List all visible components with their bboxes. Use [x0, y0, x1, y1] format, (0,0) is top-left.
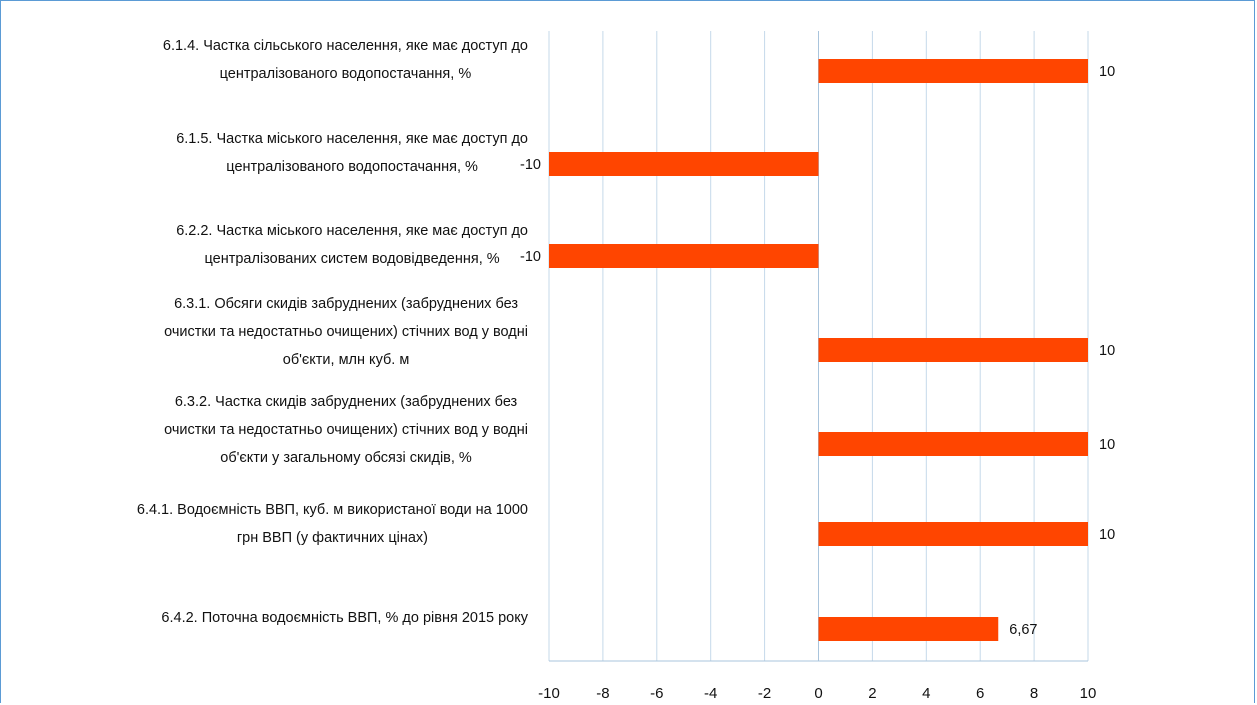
bar — [818, 617, 999, 641]
data-label: 10 — [1099, 343, 1115, 359]
data-label: -10 — [520, 157, 541, 173]
data-label: 10 — [1099, 437, 1115, 453]
category-label: 6.4.2. Поточна водоємність ВВП, % до рів… — [161, 610, 528, 626]
category-label-line: 6.4.2. Поточна водоємність ВВП, % до рів… — [161, 610, 528, 626]
x-tick-label: 0 — [814, 685, 822, 702]
category-label-line: 6.4.1. Водоємність ВВП, куб. м використа… — [137, 502, 528, 518]
category-label-line: очистки та недостатньо очищених) стічних… — [164, 422, 528, 438]
bars — [549, 59, 1088, 641]
value-labels: 10 -10 -10 10 10 10 6,67 — [520, 64, 1115, 638]
bar — [818, 59, 1088, 83]
category-label-line: 6.3.1. Обсяги скидів забруднених (забруд… — [174, 296, 518, 312]
data-label: 10 — [1099, 527, 1115, 543]
x-tick-label: -4 — [704, 685, 717, 702]
x-tick-label: -8 — [596, 685, 609, 702]
data-label: 10 — [1099, 64, 1115, 80]
bar — [549, 244, 819, 268]
category-label: 6.1.5. Частка міського населення, яке ма… — [176, 131, 528, 175]
category-label-line: централізованих систем водовідведення, % — [205, 251, 500, 267]
x-tick-label: -2 — [758, 685, 771, 702]
x-tick-label: -6 — [650, 685, 663, 702]
bar — [818, 432, 1088, 456]
category-label-line: об'єкти у загальному обсязі скидів, % — [220, 450, 472, 466]
data-label: 6,67 — [1009, 622, 1037, 638]
category-label-line: очистки та недостатньо очищених) стічних… — [164, 324, 528, 340]
x-tick-label: 4 — [922, 685, 930, 702]
category-label-line: централізованого водопостачання, % — [220, 66, 472, 82]
x-tick-label: 10 — [1080, 685, 1097, 702]
category-label-line: 6.2.2. Частка міського населення, яке ма… — [176, 223, 528, 239]
x-tick-label: 6 — [976, 685, 984, 702]
x-tick-label: -10 — [538, 685, 560, 702]
x-tick-label: 8 — [1030, 685, 1038, 702]
category-label: 6.3.2. Частка скидів забруднених (забруд… — [164, 394, 528, 466]
category-label-line: централізованого водопостачання, % — [226, 159, 478, 175]
data-label: -10 — [520, 249, 541, 265]
x-axis: -10 -8 -6 -4 -2 0 2 4 6 8 10 — [538, 660, 1097, 702]
category-label: 6.2.2. Частка міського населення, яке ма… — [176, 223, 528, 267]
category-labels: 6.1.4. Частка сільського населення, яке … — [137, 38, 529, 626]
category-label: 6.4.1. Водоємність ВВП, куб. м використа… — [137, 502, 528, 546]
category-label-line: 6.1.5. Частка міського населення, яке ма… — [176, 131, 528, 147]
category-label-line: грн ВВП (у фактичних цінах) — [237, 530, 428, 546]
bar — [818, 522, 1088, 546]
category-label: 6.1.4. Частка сільського населення, яке … — [163, 38, 528, 82]
category-label-line: 6.1.4. Частка сільського населення, яке … — [163, 38, 528, 54]
category-label-line: об'єкти, млн куб. м — [283, 352, 410, 368]
x-tick-label: 2 — [868, 685, 876, 702]
bar — [549, 152, 819, 176]
bar — [818, 338, 1088, 362]
category-label: 6.3.1. Обсяги скидів забруднених (забруд… — [164, 296, 528, 368]
category-label-line: 6.3.2. Частка скидів забруднених (забруд… — [175, 394, 518, 410]
